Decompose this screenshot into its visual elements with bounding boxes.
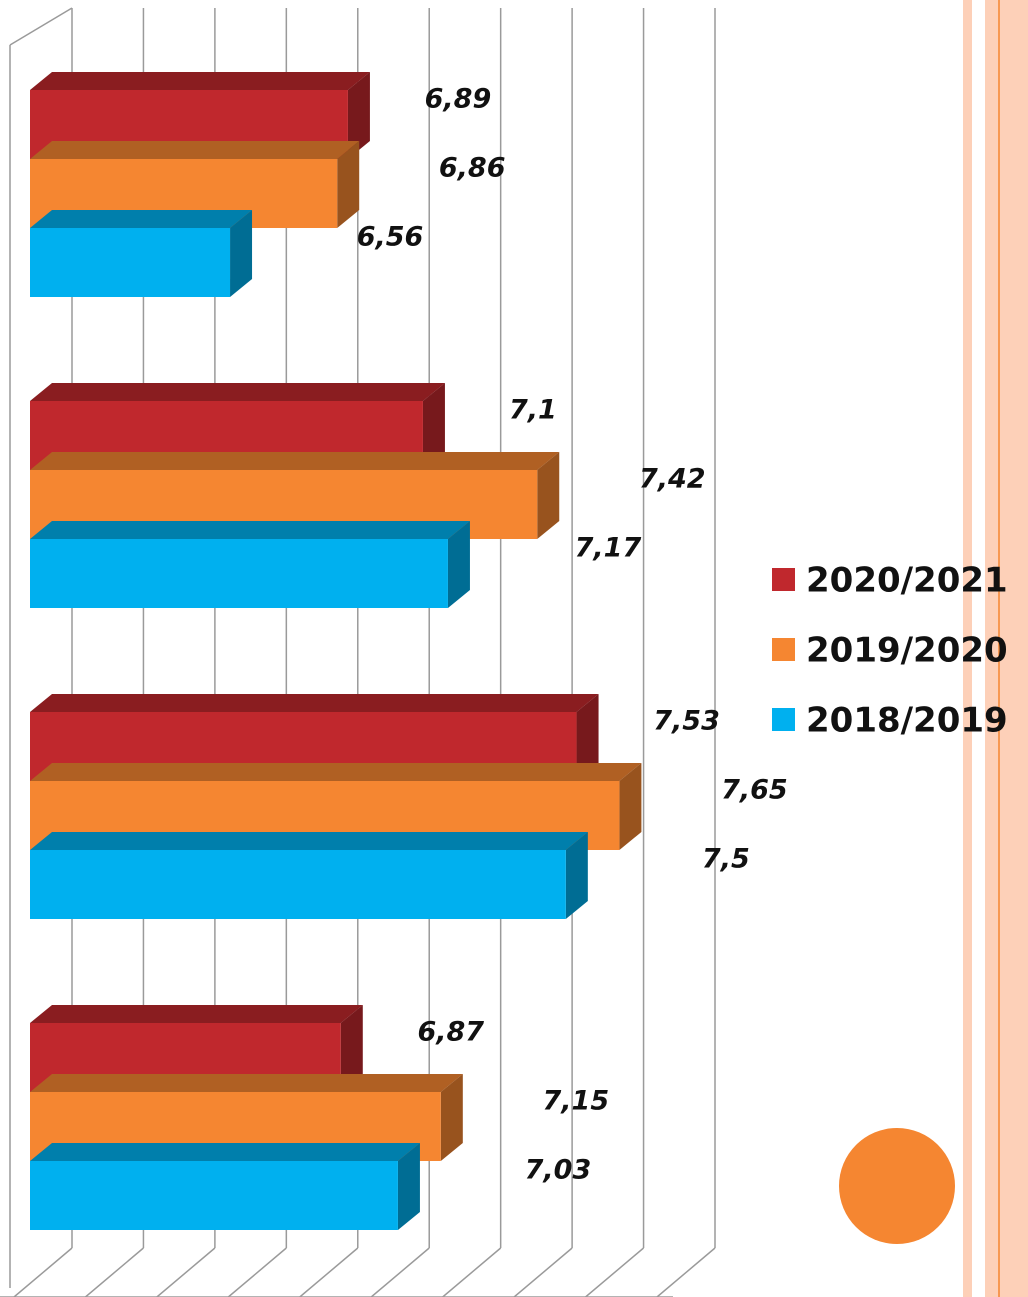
legend-label: 2018/2019 bbox=[806, 701, 1008, 741]
wall-edge bbox=[9, 7, 73, 46]
value-label: 6,89 bbox=[425, 84, 492, 115]
bar-side bbox=[422, 383, 445, 470]
grid-line bbox=[84, 1247, 144, 1297]
grid-line bbox=[442, 1247, 502, 1297]
value-label: 7,42 bbox=[639, 464, 706, 495]
value-label: 7,65 bbox=[721, 775, 788, 806]
value-label: 7,53 bbox=[653, 706, 720, 737]
bar bbox=[30, 228, 231, 297]
legend-swatch bbox=[772, 708, 795, 731]
bar-top bbox=[30, 72, 370, 90]
bar-side bbox=[347, 72, 370, 159]
value-label: 7,17 bbox=[575, 533, 642, 564]
legend-swatch bbox=[772, 638, 795, 661]
grid-line bbox=[13, 1247, 73, 1297]
bar-top bbox=[30, 694, 599, 712]
value-label: 6,56 bbox=[357, 222, 424, 253]
grid-line bbox=[513, 1247, 573, 1297]
bar-side bbox=[397, 1143, 420, 1230]
legend-swatch bbox=[772, 568, 795, 591]
bar-top bbox=[30, 141, 360, 159]
bar-side bbox=[447, 521, 470, 608]
bar-top bbox=[30, 521, 470, 539]
bar-side bbox=[340, 1005, 363, 1092]
bar bbox=[30, 539, 448, 608]
bar-top bbox=[30, 383, 445, 401]
grid-line bbox=[227, 1247, 287, 1297]
legend-label: 2019/2020 bbox=[806, 631, 1008, 671]
grid-line bbox=[656, 1247, 716, 1297]
bar bbox=[30, 1161, 398, 1230]
bar-top bbox=[30, 1074, 463, 1092]
grid-line bbox=[585, 1247, 645, 1297]
value-label: 7,15 bbox=[542, 1086, 609, 1117]
bar-side bbox=[619, 763, 642, 850]
value-label: 7,03 bbox=[525, 1155, 592, 1186]
decoration bbox=[839, 0, 1028, 1297]
value-label: 6,86 bbox=[439, 153, 506, 184]
bar-top bbox=[30, 763, 642, 781]
bar bbox=[30, 850, 566, 919]
bar-side bbox=[230, 210, 253, 297]
bar-top bbox=[30, 832, 588, 850]
grid-line bbox=[156, 1247, 216, 1297]
bar-top bbox=[30, 210, 253, 228]
bar-side bbox=[576, 694, 599, 781]
bar-side bbox=[537, 452, 560, 539]
value-label: 6,87 bbox=[417, 1017, 484, 1048]
grid-line bbox=[370, 1247, 430, 1297]
bar-top bbox=[30, 1143, 420, 1161]
bar-top bbox=[30, 452, 560, 470]
legend-label: 2020/2021 bbox=[806, 561, 1008, 601]
bar-side bbox=[440, 1074, 463, 1161]
grid-line bbox=[299, 1247, 359, 1297]
value-label: 7,5 bbox=[702, 844, 750, 875]
bar-side bbox=[565, 832, 588, 919]
value-label: 7,1 bbox=[509, 395, 557, 426]
bar-side bbox=[337, 141, 360, 228]
bar-top bbox=[30, 1005, 363, 1023]
